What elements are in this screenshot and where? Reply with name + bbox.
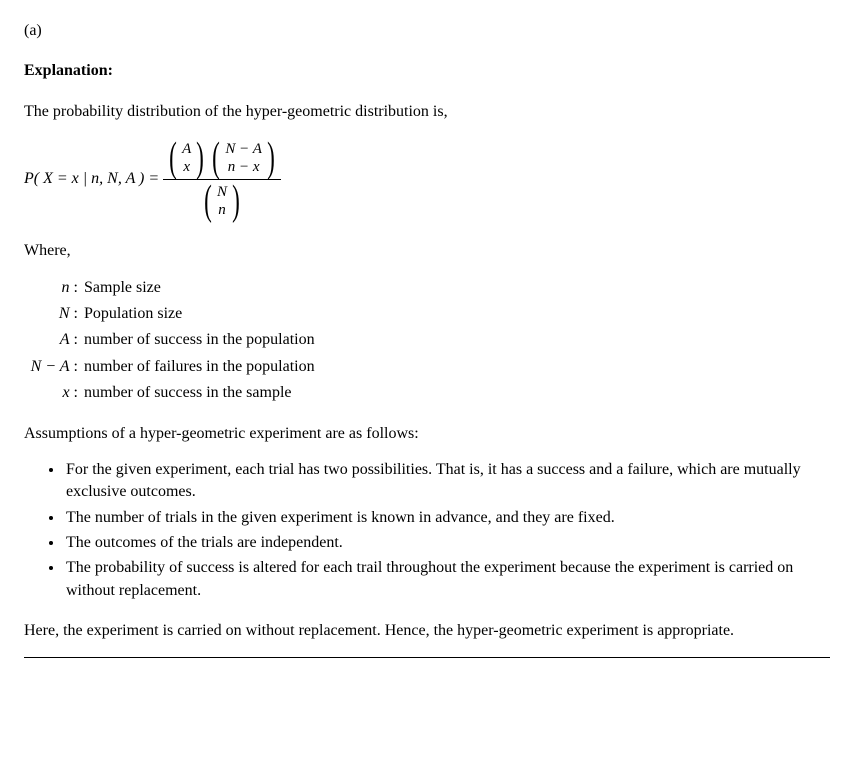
divider xyxy=(24,657,830,658)
part-label: (a) xyxy=(24,20,830,42)
def-sym: N xyxy=(59,305,70,322)
fraction-denominator: ( N n ) xyxy=(198,180,246,222)
def-row: N : Population size xyxy=(24,303,830,325)
def-sym: N − A xyxy=(31,358,70,375)
paren-right-icon: ) xyxy=(196,137,204,179)
def-sym: x xyxy=(62,384,69,401)
conclusion-text: Here, the experiment is carried on witho… xyxy=(24,620,830,642)
formula-lhs: P( X = x | n, N, A ) = xyxy=(24,168,159,190)
paren-right-icon: ) xyxy=(232,180,240,222)
list-item: The outcomes of the trials are independe… xyxy=(64,532,830,554)
fraction-numerator: ( A x ) ( N − A n − x ) xyxy=(163,137,281,180)
binom2-bot: n − x xyxy=(228,158,260,176)
def-row: N − A : number of failures in the popula… xyxy=(24,356,830,378)
binom-na-nx: ( N − A n − x ) xyxy=(209,137,278,179)
def-sym: n xyxy=(62,279,70,296)
definitions: n : Sample size N : Population size A : … xyxy=(24,277,830,405)
def-text: number of failures in the population xyxy=(84,356,315,378)
def-text: Sample size xyxy=(84,277,161,299)
list-item: The probability of success is altered fo… xyxy=(64,557,830,602)
def-text: number of success in the population xyxy=(84,329,315,351)
where-label: Where, xyxy=(24,240,830,262)
paren-left-icon: ( xyxy=(169,137,177,179)
binom-a-x: ( A x ) xyxy=(166,137,207,179)
def-row: x : number of success in the sample xyxy=(24,382,830,404)
formula-lhs-p: P xyxy=(24,170,34,187)
formula: P( X = x | n, N, A ) = ( A x ) ( N − A n… xyxy=(24,137,830,222)
intro-text: The probability distribution of the hype… xyxy=(24,101,830,123)
def-text: number of success in the sample xyxy=(84,382,292,404)
paren-left-icon: ( xyxy=(212,137,220,179)
list-item: The number of trials in the given experi… xyxy=(64,507,830,529)
paren-left-icon: ( xyxy=(204,180,212,222)
binom3-bot: n xyxy=(218,201,226,219)
def-text: Population size xyxy=(84,303,182,325)
binom-n-n: ( N n ) xyxy=(201,180,243,222)
assumptions-intro: Assumptions of a hyper-geometric experim… xyxy=(24,423,830,445)
def-sym: A xyxy=(60,331,70,348)
binom3-top: N xyxy=(217,183,227,201)
formula-fraction: ( A x ) ( N − A n − x ) ( N xyxy=(163,137,281,222)
list-item: For the given experiment, each trial has… xyxy=(64,459,830,504)
def-row: n : Sample size xyxy=(24,277,830,299)
formula-lhs-inner: ( X = x | n, N, A ) = xyxy=(34,170,159,187)
binom1-top: A xyxy=(182,140,191,158)
def-row: A : number of success in the population xyxy=(24,329,830,351)
assumptions-list: For the given experiment, each trial has… xyxy=(50,459,830,602)
binom1-bot: x xyxy=(183,158,190,176)
binom2-top: N − A xyxy=(225,140,262,158)
paren-right-icon: ) xyxy=(267,137,275,179)
explanation-heading: Explanation: xyxy=(24,60,830,82)
